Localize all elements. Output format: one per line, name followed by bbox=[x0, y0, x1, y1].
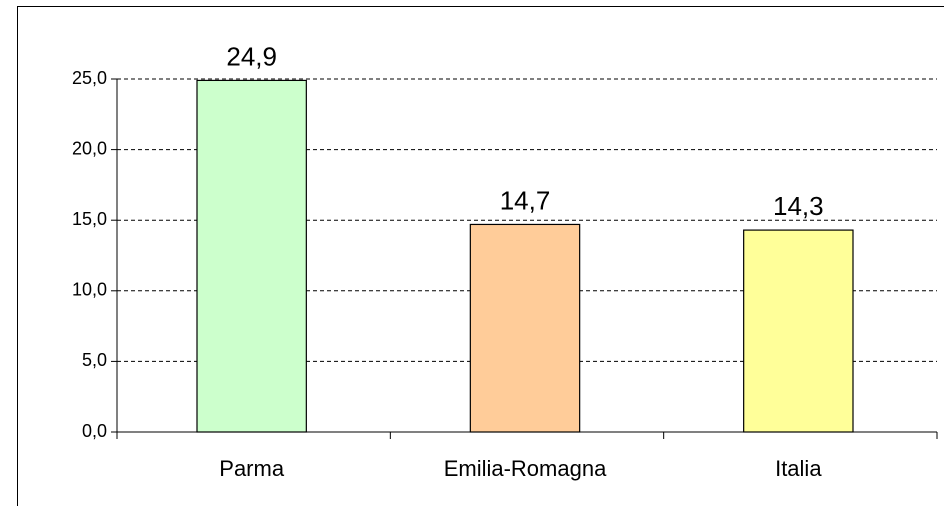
value-label: 14,3 bbox=[773, 191, 824, 221]
y-tick-label: 15,0 bbox=[72, 209, 107, 229]
x-tick-label: Parma bbox=[219, 456, 285, 481]
chart-frame bbox=[17, 6, 944, 506]
y-tick-label: 25,0 bbox=[72, 68, 107, 88]
value-label: 24,9 bbox=[226, 41, 277, 71]
y-tick-label: 0,0 bbox=[82, 421, 107, 441]
bar bbox=[469, 223, 581, 433]
bar bbox=[196, 79, 307, 433]
bar bbox=[743, 229, 854, 433]
y-tick-label: 5,0 bbox=[82, 350, 107, 370]
y-tick-label: 20,0 bbox=[72, 138, 107, 158]
x-tick-label: Emilia-Romagna bbox=[444, 456, 607, 481]
x-tick-label: Italia bbox=[775, 456, 822, 481]
value-label: 14,7 bbox=[500, 185, 551, 215]
y-tick-label: 10,0 bbox=[72, 280, 107, 300]
